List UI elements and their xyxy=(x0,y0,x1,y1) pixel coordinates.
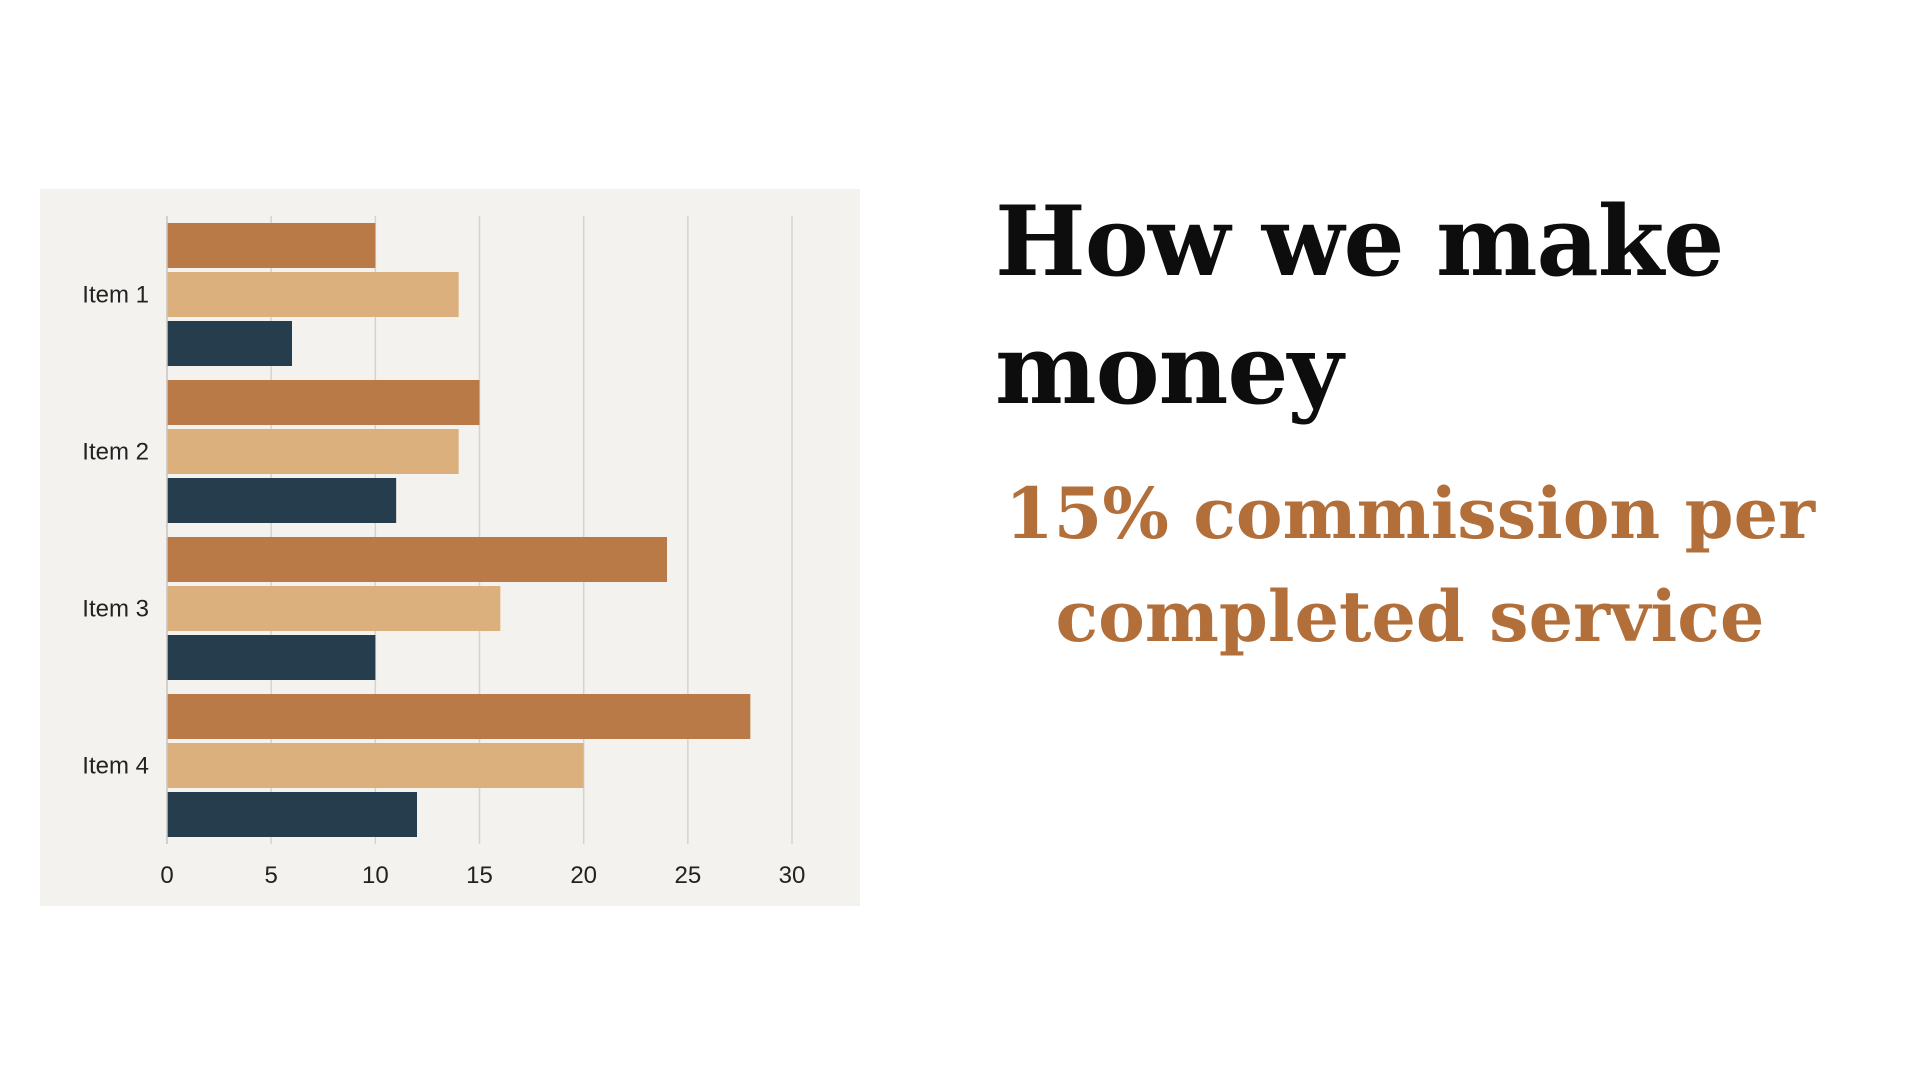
bar-item-4-series-1 xyxy=(167,694,751,739)
bar-chart-panel: 0 5 10 15 20 25 30 Item 1 Item 2 Item 3 Item 4 xyxy=(40,189,860,906)
y-category-label: Item 1 xyxy=(82,282,149,309)
x-tick-label: 25 xyxy=(674,862,701,889)
bar-item-2-series-3 xyxy=(167,478,397,523)
x-tick-label: 10 xyxy=(362,862,389,889)
bar-item-2-series-2 xyxy=(167,429,459,474)
y-category-label: Item 3 xyxy=(82,596,149,623)
headline: How we make money xyxy=(995,185,1724,426)
bar-item-3-series-1 xyxy=(167,537,667,582)
bar-item-4-series-3 xyxy=(167,792,417,837)
x-tick-label: 15 xyxy=(466,862,493,889)
y-category-label: Item 4 xyxy=(82,753,149,780)
commission-subline: 15% commission per completed service xyxy=(1004,472,1816,658)
bar-item-3-series-2 xyxy=(167,586,501,631)
x-tick-label: 30 xyxy=(779,862,806,889)
x-tick-label: 20 xyxy=(570,862,597,889)
bar-item-2-series-1 xyxy=(167,380,480,425)
bar-chart: 0 5 10 15 20 25 30 Item 1 Item 2 Item 3 Item 4 xyxy=(82,216,806,889)
y-category-label: Item 2 xyxy=(82,439,149,466)
x-tick-label: 5 xyxy=(264,862,277,889)
bar-item-1-series-1 xyxy=(167,223,376,268)
bar-item-4-series-2 xyxy=(167,743,584,788)
bar-item-1-series-2 xyxy=(167,272,459,317)
bar-item-1-series-3 xyxy=(167,321,292,366)
bar-item-3-series-3 xyxy=(167,635,376,680)
x-tick-label: 0 xyxy=(160,862,173,889)
